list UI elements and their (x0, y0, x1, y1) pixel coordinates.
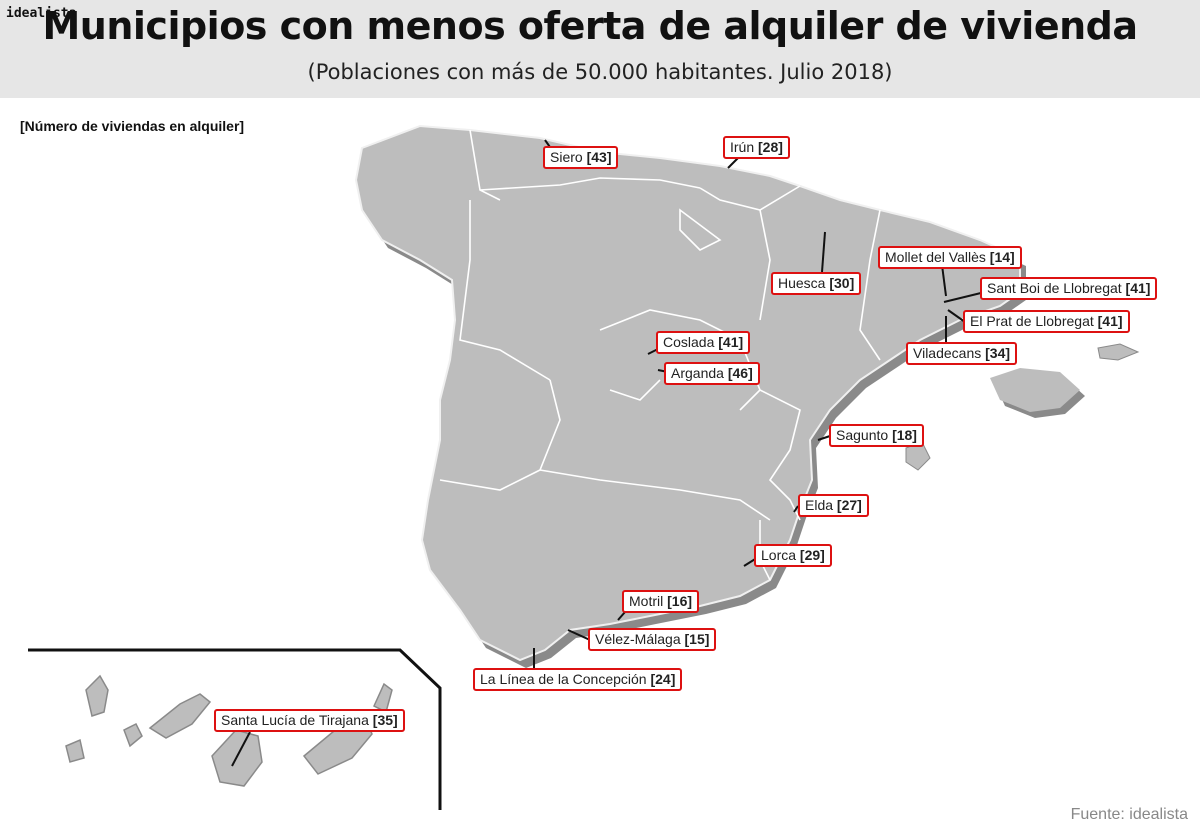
menorca-land (1097, 343, 1140, 361)
label-sant-boi-de-llobregat: Sant Boi de Llobregat [41] (980, 277, 1158, 300)
header-band: idealista Municipios con menos oferta de… (0, 0, 1200, 98)
label-viladecans: Viladecans [34] (906, 342, 1018, 365)
label-irun: Irún [28] (723, 136, 790, 159)
label-motril: Motril [16] (622, 590, 700, 613)
label-huesca: Huesca [30] (771, 272, 862, 295)
label-sagunto: Sagunto [18] (829, 424, 924, 447)
label-elda: Elda [27] (798, 494, 869, 517)
brand-logo: idealista (6, 6, 77, 21)
map-legend: [Número de viviendas en alquiler] (20, 118, 245, 134)
label-mollet-del-valles: Mollet del Vallès [14] (878, 246, 1022, 269)
label-la-linea-de-la-concepcion: La Línea de la Concepción [24] (473, 668, 683, 691)
label-siero: Siero [43] (543, 146, 619, 169)
mallorca-land (990, 368, 1080, 412)
peninsula-land (354, 124, 1021, 662)
label-arganda: Arganda [46] (664, 362, 760, 385)
label-santa-lucia-de-tirajana: Santa Lucía de Tirajana [35] (214, 709, 405, 732)
label-velez-malaga: Vélez-Málaga [15] (588, 628, 717, 651)
page-subtitle: (Poblaciones con más de 50.000 habitante… (307, 60, 893, 84)
source-note: Fuente: idealista (1070, 806, 1188, 823)
label-lorca: Lorca [29] (754, 544, 832, 567)
label-coslada: Coslada [41] (656, 331, 751, 354)
canary-inset-frame (28, 648, 442, 810)
label-el-prat-de-llobregat: El Prat de Llobregat [41] (963, 310, 1130, 333)
page-title: Municipios con menos oferta de alquiler … (42, 4, 1138, 48)
region-borders (439, 129, 881, 581)
